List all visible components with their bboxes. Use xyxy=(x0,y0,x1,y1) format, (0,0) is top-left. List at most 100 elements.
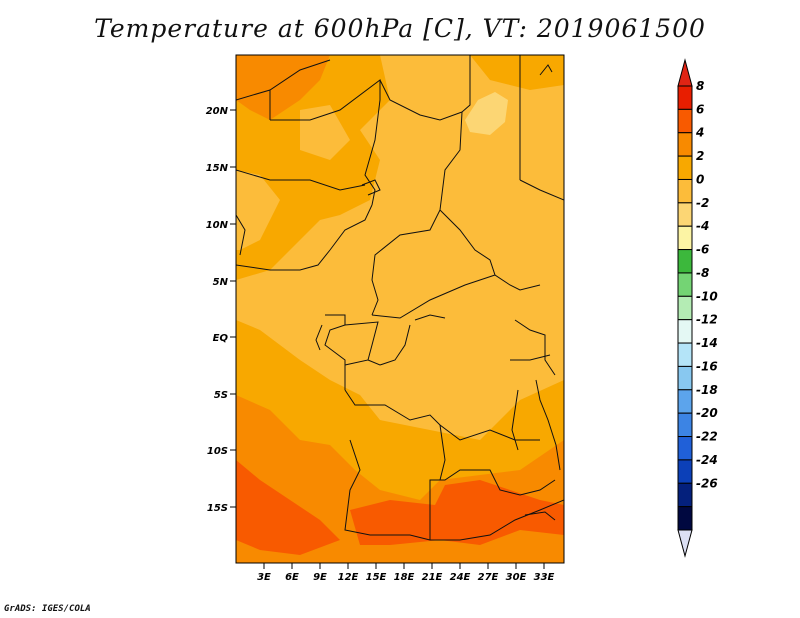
colorbar-swatch xyxy=(677,178,693,204)
colorbar-swatch xyxy=(677,108,693,134)
lat-label: 5S xyxy=(214,390,228,401)
border-line xyxy=(236,169,366,191)
lat-label: 5N xyxy=(213,277,229,288)
lat-label: EQ xyxy=(213,333,229,344)
field-region-northwest-hot xyxy=(236,55,330,120)
plot-frame xyxy=(235,54,565,564)
colorbar-label: -10 xyxy=(696,289,718,303)
border-line xyxy=(429,469,556,540)
colorbar-overflow-triangle xyxy=(677,58,693,87)
border-line xyxy=(361,179,381,196)
map-title: Temperature at 600hPa [C], VT: 201906150… xyxy=(94,14,706,43)
lon-label: 33E xyxy=(534,572,555,583)
colorbar-swatch xyxy=(677,85,693,110)
colorbar-swatch xyxy=(677,202,693,227)
field-region-sahara-cool xyxy=(465,92,508,135)
colorbar-swatch xyxy=(677,132,693,157)
border-line xyxy=(414,314,446,321)
field-region-angola-hot xyxy=(236,460,340,555)
border-line xyxy=(511,389,519,451)
colorbar-label: 2 xyxy=(696,149,704,163)
colorbar-label: -26 xyxy=(696,476,718,490)
colorbar-swatch xyxy=(677,272,693,297)
border-line xyxy=(430,499,564,541)
border-line xyxy=(236,59,331,101)
border-line xyxy=(367,324,411,366)
border-line xyxy=(344,439,431,541)
border-line xyxy=(510,354,551,361)
border-line xyxy=(371,111,463,316)
lon-label: 12E xyxy=(338,572,359,583)
colorbar-swatch xyxy=(677,249,693,274)
lat-label: 10S xyxy=(207,446,228,457)
field-region-west-warm xyxy=(236,170,280,250)
border-line xyxy=(315,324,323,351)
colorbar-label: -4 xyxy=(696,219,709,233)
colorbar-swatch xyxy=(677,342,693,367)
latitude-axis xyxy=(230,109,236,508)
longitude-axis xyxy=(263,563,545,569)
colorbar-swatch xyxy=(677,319,693,344)
colorbar-swatch xyxy=(677,155,693,180)
colorbar-label: -14 xyxy=(696,336,718,350)
country-borders xyxy=(236,55,564,541)
border-line xyxy=(379,79,463,121)
colorbar-label: -12 xyxy=(696,313,718,327)
colorbar-swatch xyxy=(677,459,693,484)
colorbar-label: 8 xyxy=(696,79,704,93)
lat-label: 15S xyxy=(207,503,228,514)
lon-label: 9E xyxy=(313,572,327,583)
colorbar-label: 0 xyxy=(696,172,704,186)
border-line xyxy=(364,99,381,206)
colorbar-swatch xyxy=(677,412,693,438)
colorbar-swatch xyxy=(677,482,693,508)
lon-label: 6E xyxy=(285,572,299,583)
border-line xyxy=(344,321,379,366)
colorbar-swatch xyxy=(677,365,693,391)
colorbar-label: -18 xyxy=(696,383,718,397)
colorbar-label: -16 xyxy=(696,359,718,373)
lon-label: 27E xyxy=(478,572,499,583)
colorbar-label: -24 xyxy=(696,453,718,467)
border-line xyxy=(514,319,556,376)
colorbar-swatch xyxy=(677,295,693,321)
border-line xyxy=(461,55,471,113)
longitude-labels: 3E 6E 9E 12E 15E 18E 21E 24E 27E 30E 33E xyxy=(257,572,554,583)
border-line xyxy=(439,424,446,481)
border-line xyxy=(324,314,346,390)
border-line xyxy=(236,204,373,271)
border-line xyxy=(236,214,246,256)
colorbar: 8 6 4 2 0 -2 -4 -6 -8 -10 -12 -14 -16 -18 -20 -22 -24 -26 xyxy=(677,58,718,558)
lon-label: 3E xyxy=(257,572,271,583)
border-line xyxy=(519,179,564,201)
lat-label: 15N xyxy=(206,163,229,174)
border-line xyxy=(270,79,381,121)
border-line xyxy=(535,379,561,471)
colorbar-label: -8 xyxy=(696,266,709,280)
lon-label: 18E xyxy=(394,572,415,583)
colorbar-underflow-triangle xyxy=(677,529,693,558)
border-line xyxy=(439,209,541,291)
colorbar-swatch xyxy=(677,506,693,531)
border-line xyxy=(344,389,540,441)
lon-label: 30E xyxy=(506,572,527,583)
colorbar-label: -22 xyxy=(696,430,718,444)
temperature-field xyxy=(236,55,564,563)
colorbar-swatch xyxy=(677,436,693,461)
lat-label: 20N xyxy=(206,106,229,117)
colorbar-label: -2 xyxy=(696,196,709,210)
colorbar-swatch xyxy=(677,389,693,414)
lat-label: 10N xyxy=(206,220,229,231)
lon-label: 21E xyxy=(422,572,443,583)
border-line xyxy=(539,64,553,76)
colorbar-label: 4 xyxy=(695,126,704,140)
credit-text: GrADS: IGES/COLA xyxy=(4,604,91,614)
colorbar-label: -20 xyxy=(696,406,718,420)
border-line xyxy=(371,274,496,319)
colorbar-label: 6 xyxy=(696,102,704,116)
latitude-labels: 20N 15N 10N 5N EQ 5S 10S 15S xyxy=(206,106,229,514)
field-region-southeast-hot xyxy=(350,480,564,545)
colorbar-swatch xyxy=(677,225,693,251)
lon-label: 15E xyxy=(366,572,387,583)
